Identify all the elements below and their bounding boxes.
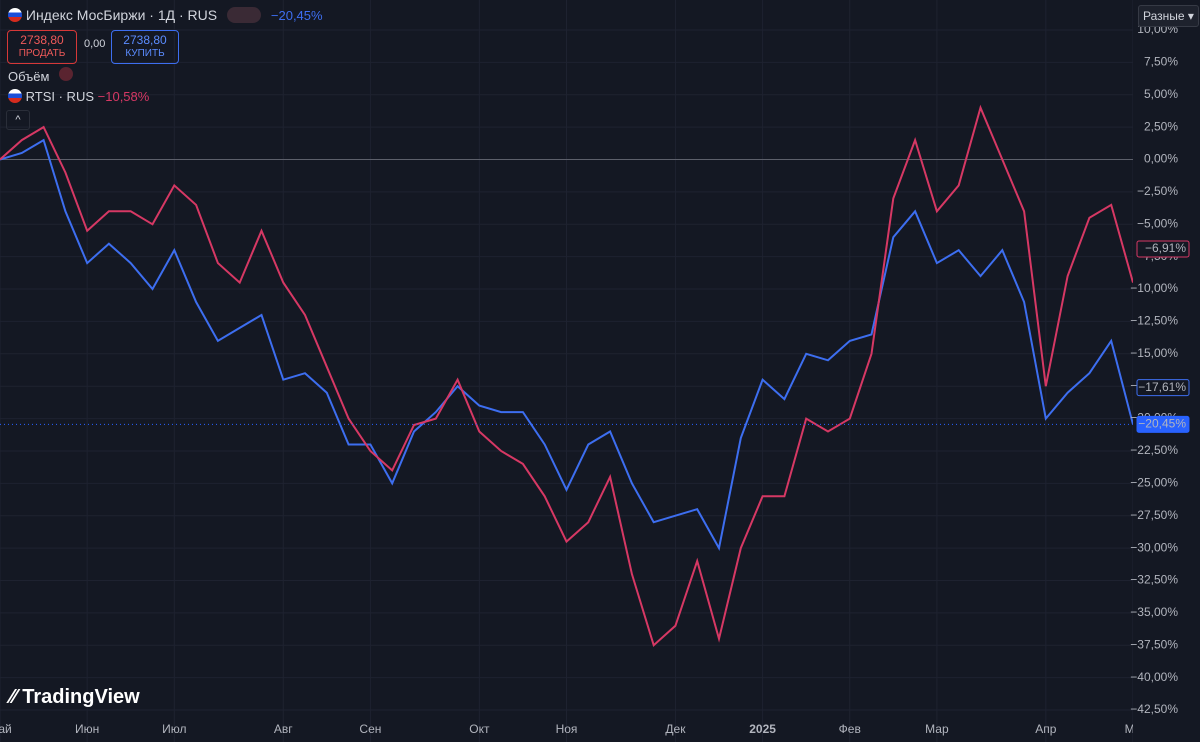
series-line <box>0 104 1133 647</box>
y-tick-label: −37,50% <box>1130 637 1178 651</box>
scale-mode-label: Разные <box>1143 9 1185 23</box>
y-tick-label: −15,00% <box>1130 346 1178 360</box>
x-tick-label: Сен <box>359 722 381 736</box>
x-tick-label: Июн <box>75 722 99 736</box>
x-tick-label: Апр <box>1035 722 1057 736</box>
x-tick-label: Окт <box>469 722 490 736</box>
x-tick-label: Фев <box>839 722 861 736</box>
sell-label: ПРОДАТЬ <box>18 48 66 59</box>
x-tick-label: Мар <box>925 722 949 736</box>
x-tick-label: Май <box>0 722 12 736</box>
y-tick-label: −42,50% <box>1130 702 1178 716</box>
buy-button[interactable]: 2738,80 КУПИТЬ <box>111 30 179 64</box>
legend-compare: RTSI · RUS −10,58% <box>8 89 149 104</box>
y-tick-label: −5,00% <box>1137 216 1178 230</box>
price-axis <box>1133 0 1200 742</box>
compare-change: −10,58% <box>97 89 150 104</box>
x-tick-label: Июл <box>162 722 186 736</box>
buy-price: 2738,80 <box>123 33 167 47</box>
toggle[interactable] <box>227 7 261 23</box>
x-tick-label: Авг <box>274 722 293 736</box>
y-tick-label: −27,50% <box>1130 508 1178 522</box>
price-label-box <box>1136 240 1190 258</box>
brand-label: TradingView <box>22 686 140 708</box>
price-label-box <box>1136 415 1190 433</box>
y-tick-label: 0,00% <box>1144 152 1178 166</box>
price-label: −6,91% <box>1145 241 1186 255</box>
volume: Объём <box>8 67 74 84</box>
y-tick-label: −40,00% <box>1130 670 1178 684</box>
y-tick-label: −32,50% <box>1130 573 1178 587</box>
y-tick-label: −10,00% <box>1130 281 1178 295</box>
series-line <box>0 138 1133 551</box>
y-tick-label: −30,00% <box>1130 540 1178 554</box>
change: −20,45% <box>270 8 323 23</box>
y-tick-label: 2,50% <box>1144 119 1178 133</box>
y-tick-label: −22,50% <box>1130 443 1178 457</box>
collapse[interactable]: ^ <box>6 110 30 130</box>
brand: ⁄⁄ TradingView <box>10 686 140 708</box>
y-tick-label: −12,50% <box>1130 314 1178 328</box>
scale-mode[interactable]: Разные ▾ <box>1138 5 1199 27</box>
symbol: Индекс МосБиржи · 1Д · RUS <box>25 7 218 23</box>
sell-price: 2738,80 <box>20 33 64 47</box>
spread: 0,00 <box>84 38 106 50</box>
volume-label: Объём <box>8 69 50 84</box>
legend-main: Индекс МосБиржи · 1Д · RUS −20,45% <box>8 7 323 23</box>
y-tick-label: 7,50% <box>1144 55 1178 69</box>
y-tick-label: −25,00% <box>1130 476 1178 490</box>
price-label: −20,45% <box>1138 417 1186 431</box>
x-tick-label: Дек <box>665 722 686 736</box>
price-label-box <box>1136 379 1190 397</box>
sell-button[interactable]: 2738,80 ПРОДАТЬ <box>7 30 77 64</box>
y-tick-label: −2,50% <box>1137 184 1178 198</box>
y-tick-label: 5,00% <box>1144 87 1178 101</box>
y-tick-label: −35,00% <box>1130 605 1178 619</box>
x-tick-label: Ноя <box>556 722 578 736</box>
x-tick-label: Ма <box>1125 722 1142 736</box>
compare-name: RTSI · RUS <box>25 89 95 104</box>
buy-label: КУПИТЬ <box>125 48 165 59</box>
x-tick-label: 2025 <box>749 722 776 736</box>
price-label: −17,61% <box>1138 380 1186 394</box>
